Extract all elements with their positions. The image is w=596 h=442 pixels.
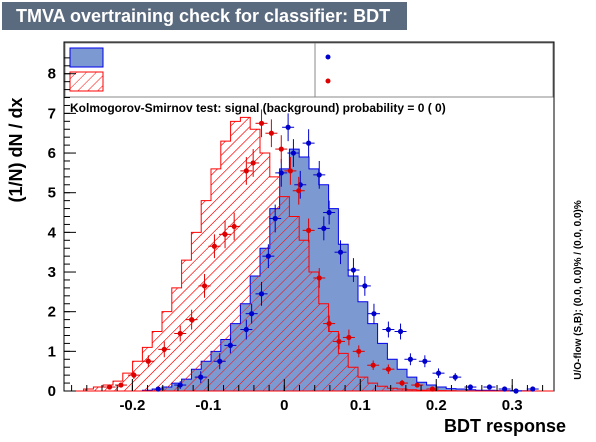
background-test-point <box>118 382 123 387</box>
signal-test-point <box>468 384 473 389</box>
y-tick-label: 5 <box>48 185 56 202</box>
x-tick-label: 0 <box>280 397 288 414</box>
legend-background-test-marker <box>326 79 331 84</box>
y-tick-label: 1 <box>48 343 56 360</box>
background-test-point <box>317 275 322 280</box>
overflow-label: U/O-flow (S,B): (0.0, 0.0)% / (0.0, 0.0)… <box>573 200 584 380</box>
legend-signal-train-swatch <box>70 48 103 67</box>
background-test-point <box>430 386 435 391</box>
background-test-point <box>356 349 361 354</box>
background-test-point <box>146 359 151 364</box>
background-test-point <box>279 146 284 151</box>
signal-test-point <box>422 359 427 364</box>
background-test-point <box>189 317 194 322</box>
signal-test-point <box>321 226 326 231</box>
y-tick-label: 6 <box>48 145 56 162</box>
signal-test-point <box>156 386 161 391</box>
signal-test-point <box>228 343 233 348</box>
background-test-point <box>212 244 217 249</box>
signal-test-point <box>279 170 284 175</box>
signal-test-point <box>259 291 264 296</box>
signal-test-point <box>266 254 271 259</box>
background-test-point <box>251 160 256 165</box>
signal-test-point <box>351 267 356 272</box>
background-test-point <box>371 363 376 368</box>
background-test-point <box>399 380 404 385</box>
signal-test-point <box>502 386 507 391</box>
background-test-point <box>107 384 112 389</box>
signal-test-point <box>249 311 254 316</box>
signal-test-point <box>244 327 249 332</box>
signal-test-point <box>198 375 203 380</box>
background-test-point <box>162 347 167 352</box>
legend-right <box>315 43 553 97</box>
x-tick-label: -0.1 <box>195 397 221 414</box>
signal-test-point <box>217 359 222 364</box>
legend-background-train-swatch <box>70 72 103 91</box>
y-tick-label: 2 <box>48 304 56 321</box>
signal-test-point <box>436 371 441 376</box>
x-tick-label: 0.1 <box>350 397 371 414</box>
y-tick-label: 0 <box>48 383 56 400</box>
background-test-point <box>296 188 301 193</box>
signal-test-point <box>286 125 291 130</box>
chart-title: TMVA overtraining check for classifier: … <box>16 6 390 26</box>
background-test-point <box>202 283 207 288</box>
signal-test-point <box>273 216 278 221</box>
background-test-point <box>131 373 136 378</box>
x-tick-label: 0.2 <box>426 397 447 414</box>
signal-test-point <box>362 283 367 288</box>
signal-test-point <box>408 357 413 362</box>
background-test-point <box>222 232 227 237</box>
signal-test-point <box>386 327 391 332</box>
background-test-point <box>386 367 391 372</box>
signal-test-point <box>338 250 343 255</box>
background-test-point <box>327 321 332 326</box>
y-tick-label: 7 <box>48 105 56 122</box>
background-test-point <box>232 224 237 229</box>
signal-test-point <box>487 384 492 389</box>
signal-test-point <box>306 141 311 146</box>
signal-test-point <box>317 172 322 177</box>
signal-test-point <box>398 329 403 334</box>
ks-test-text: Kolmogorov-Smirnov test: signal (backgro… <box>70 101 446 115</box>
y-tick-label: 3 <box>48 264 56 281</box>
signal-test-point <box>453 375 458 380</box>
background-test-point <box>306 228 311 233</box>
background-test-point <box>336 339 341 344</box>
signal-test-point <box>530 386 535 391</box>
background-test-point <box>346 335 351 340</box>
x-tick-label: 0.3 <box>502 397 523 414</box>
background-test-point <box>244 168 249 173</box>
x-axis-label: BDT response <box>444 416 566 436</box>
background-test-point <box>415 382 420 387</box>
y-tick-label: 8 <box>48 66 56 83</box>
signal-test-point <box>291 150 296 155</box>
legend-signal-test-marker <box>326 55 331 60</box>
signal-test-point <box>371 311 376 316</box>
y-axis-label: (1/N) dN / dx <box>6 97 26 202</box>
signal-test-point <box>513 388 518 393</box>
background-test-point <box>288 168 293 173</box>
background-test-point <box>259 121 264 126</box>
y-tick-label: 4 <box>48 224 57 241</box>
x-tick-label: -0.2 <box>119 397 145 414</box>
signal-test-point <box>327 210 332 215</box>
background-test-point <box>178 331 183 336</box>
background-test-point <box>269 131 274 136</box>
